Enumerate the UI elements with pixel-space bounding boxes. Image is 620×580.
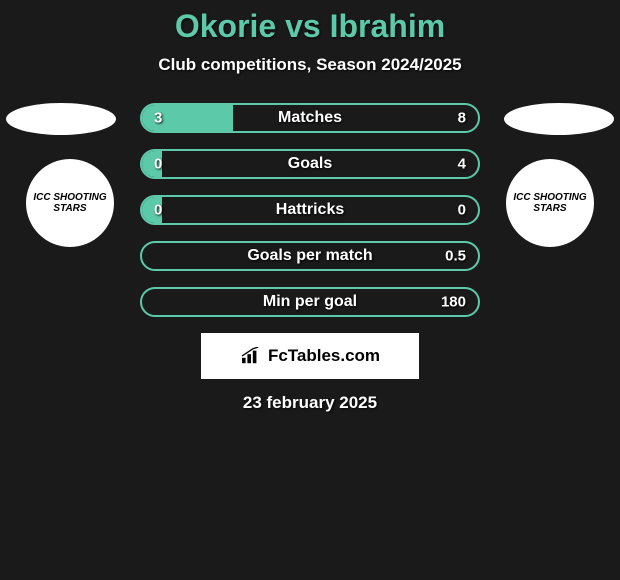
club-label-left: ICC SHOOTING STARS <box>26 192 114 214</box>
stat-right-value: 4 <box>458 156 466 173</box>
club-label-right: ICC SHOOTING STARS <box>506 192 594 214</box>
stat-right-value: 0 <box>458 202 466 219</box>
stat-row-min-per-goal: Min per goal 180 <box>140 287 480 317</box>
player-avatar-right <box>504 103 614 135</box>
stat-label: Goals per match <box>247 247 372 265</box>
stat-left-value: 0 <box>154 156 162 173</box>
stat-right-value: 0.5 <box>445 248 466 265</box>
date-label: 23 february 2025 <box>0 393 620 413</box>
stat-left-value: 3 <box>154 110 162 127</box>
stat-row-hattricks: 0 Hattricks 0 <box>140 195 480 225</box>
stat-label: Goals <box>288 155 332 173</box>
stat-right-value: 180 <box>441 294 466 311</box>
stat-left-value: 0 <box>154 202 162 219</box>
main-content: ICC SHOOTING STARS ICC SHOOTING STARS 3 … <box>0 103 620 413</box>
stat-label: Hattricks <box>276 201 344 219</box>
player-avatar-left <box>6 103 116 135</box>
club-badge-right: ICC SHOOTING STARS <box>506 159 594 247</box>
stat-right-value: 8 <box>458 110 466 127</box>
stat-row-matches: 3 Matches 8 <box>140 103 480 133</box>
stat-label: Min per goal <box>263 293 357 311</box>
brand-label: FcTables.com <box>268 346 380 366</box>
comparison-card: Okorie vs Ibrahim Club competitions, Sea… <box>0 0 620 413</box>
stat-label: Matches <box>278 109 342 127</box>
page-title: Okorie vs Ibrahim <box>0 8 620 45</box>
subtitle: Club competitions, Season 2024/2025 <box>0 55 620 75</box>
stat-row-goals: 0 Goals 4 <box>140 149 480 179</box>
stat-bars: 3 Matches 8 0 Goals 4 0 Hattricks 0 Goal… <box>140 103 480 317</box>
stat-row-goals-per-match: Goals per match 0.5 <box>140 241 480 271</box>
chart-icon <box>240 347 262 365</box>
club-badge-left: ICC SHOOTING STARS <box>26 159 114 247</box>
brand-box[interactable]: FcTables.com <box>201 333 419 379</box>
